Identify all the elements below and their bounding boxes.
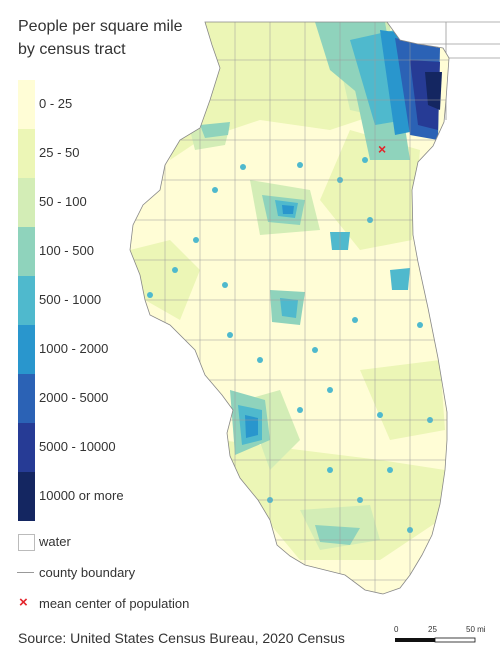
county-boundaries [130,22,449,594]
density-10000-plus-areas [425,72,442,110]
mean-center-icon: × [19,594,28,611]
mean-center-label: mean center of population [39,596,190,611]
legend-label-4: 500 - 1000 [39,292,102,307]
legend-swatch-6 [18,374,35,423]
legend-label-2: 50 - 100 [39,194,87,209]
water-swatch [18,534,35,551]
legend-swatch-4 [18,276,35,325]
legend-label-0: 0 - 25 [39,96,73,111]
legend-swatch-0 [18,80,35,129]
legend-swatch-5 [18,325,35,374]
legend-label-6: 2000 - 5000 [39,390,109,405]
legend-label-8: 10000 or more [39,488,124,503]
legend-swatch-1 [18,129,35,178]
title-line-1: People per square mile [18,18,183,35]
scale-bar: 0 25 50 mi [394,625,486,643]
legend-swatch-8 [18,472,35,521]
lake-michigan-outline [387,21,500,59]
legend-label-1: 25 - 50 [39,145,80,160]
scale-tick-25: 25 [428,625,437,634]
mean-center-marker: × [378,141,386,157]
county-boundary-label: county boundary [39,565,136,580]
legend-label-7: 5000 - 10000 [39,439,116,454]
scale-tick-50: 50 mi [466,625,486,634]
title-line-2: by census tract [18,41,126,58]
county-boundary-swatch [17,572,34,573]
water-label: water [39,534,71,549]
legend-label-3: 100 - 500 [39,243,94,258]
map-title: People per square mile by census tract [18,15,218,61]
legend-label-5: 1000 - 2000 [39,341,109,356]
legend-swatch-2 [18,178,35,227]
legend-swatch-3 [18,227,35,276]
scale-tick-0: 0 [394,625,399,634]
legend-swatch-7 [18,423,35,472]
source-note: Source: United States Census Bureau, 202… [18,630,345,646]
